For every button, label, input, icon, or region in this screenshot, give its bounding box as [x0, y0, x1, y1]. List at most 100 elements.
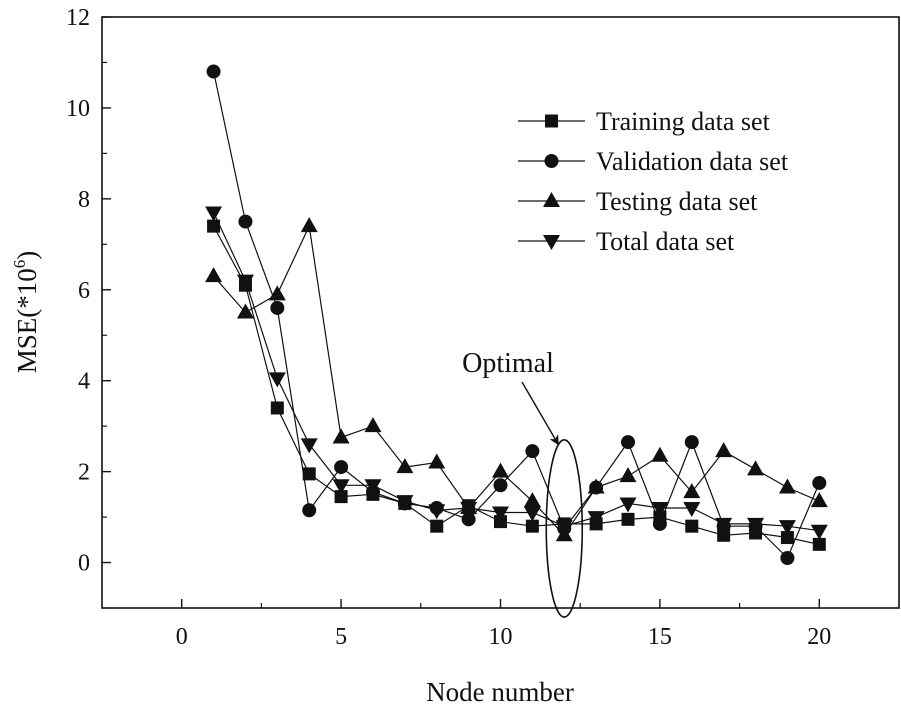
series-2-point-20 — [810, 492, 828, 508]
series-3-point-15 — [651, 501, 669, 517]
series-2-point-14 — [619, 467, 637, 483]
series-2-point-17 — [715, 442, 733, 458]
series-3-point-4 — [300, 438, 318, 454]
series-1-point-1 — [206, 64, 221, 79]
series-2-point-7 — [396, 458, 414, 474]
y-axis-title: MSE(*106) — [10, 251, 42, 374]
legend-marker-1 — [544, 154, 559, 168]
axis-ticks — [102, 16, 820, 609]
y-tick-label-4: 4 — [78, 369, 90, 395]
optimal-label: Optimal — [462, 348, 554, 379]
series-0-point-10 — [494, 515, 507, 529]
legend-marker-2 — [543, 192, 560, 207]
series-0-point-14 — [621, 512, 635, 526]
series-1-point-19 — [780, 550, 795, 565]
y-tick-label-2: 2 — [78, 460, 90, 486]
series-0-point-20 — [812, 537, 826, 551]
legend-label-2: Testing data set — [596, 187, 758, 216]
series-0-point-1 — [207, 219, 221, 233]
series-line-1 — [213, 71, 820, 560]
series-3-point-20 — [810, 524, 828, 540]
series-2 — [205, 217, 828, 542]
series-1-point-9 — [461, 512, 476, 527]
series-2-point-3 — [268, 285, 286, 301]
series-0-point-8 — [430, 519, 444, 533]
series-0-point-5 — [334, 490, 348, 504]
series-3-point-2 — [236, 274, 254, 290]
series-3-point-13 — [587, 511, 605, 527]
series-2-point-10 — [492, 462, 509, 478]
y-tick-label-8: 8 — [78, 187, 90, 213]
series-1-point-14 — [621, 435, 636, 450]
series-line-2 — [213, 224, 820, 537]
series-1-point-4 — [302, 503, 317, 518]
legend-label-0: Training data set — [596, 107, 771, 136]
x-tick-label-20: 20 — [807, 624, 831, 650]
x-axis-title: Node number — [426, 677, 574, 707]
series-0-point-11 — [525, 519, 539, 533]
series-2-point-15 — [651, 446, 669, 462]
series-3-point-19 — [778, 520, 796, 536]
optimal-annotation: Optimal — [462, 348, 584, 618]
series-3-point-9 — [460, 501, 478, 517]
series-layer — [205, 64, 828, 565]
series-1-point-3 — [270, 300, 285, 315]
series-3-point-16 — [683, 501, 701, 517]
series-3-point-6 — [364, 479, 382, 495]
series-1-point-15 — [652, 516, 667, 531]
series-3-point-17 — [715, 517, 733, 533]
legend-entry-0: Training data set — [518, 107, 771, 136]
tick-labels: 0 5 10 15 20 0 2 4 6 8 10 12 — [66, 5, 831, 650]
series-3-point-3 — [268, 372, 286, 388]
series-1-point-20 — [812, 475, 827, 490]
y-tick-label-10: 10 — [66, 96, 90, 122]
legend-entry-3: Total data set — [518, 227, 735, 256]
series-2-point-19 — [778, 478, 796, 494]
series-3-point-10 — [492, 506, 509, 522]
optimal-ellipse — [545, 438, 584, 618]
series-3-point-11 — [523, 506, 541, 522]
series-0-point-16 — [685, 519, 699, 533]
series-1 — [206, 64, 827, 565]
y-tick-label-0: 0 — [78, 551, 90, 577]
series-2-point-1 — [205, 267, 223, 283]
series-3-point-18 — [747, 517, 765, 533]
legend: Training data set Validation data set Test… — [518, 107, 789, 256]
series-2-point-5 — [332, 428, 350, 444]
series-0-point-3 — [270, 401, 284, 415]
legend-label-1: Validation data set — [596, 147, 789, 176]
y-tick-label-6: 6 — [78, 278, 90, 304]
legend-entry-2: Testing data set — [518, 187, 758, 216]
series-1-point-2 — [238, 214, 253, 229]
series-0-point-4 — [302, 467, 316, 481]
series-2-point-11 — [523, 492, 541, 508]
series-1-point-16 — [684, 435, 699, 450]
series-0 — [207, 219, 826, 551]
legend-label-3: Total data set — [596, 227, 735, 256]
y-axis-title-main: MSE(*10 — [12, 268, 42, 373]
series-2-point-6 — [364, 417, 382, 433]
x-tick-label-10: 10 — [489, 624, 513, 650]
series-3-point-5 — [332, 479, 350, 495]
series-0-point-19 — [780, 531, 794, 545]
series-3-point-12 — [555, 520, 573, 536]
series-3-point-1 — [205, 206, 223, 222]
x-tick-label-5: 5 — [335, 624, 347, 650]
series-2-point-18 — [747, 460, 765, 476]
y-tick-label-12: 12 — [66, 5, 90, 31]
series-3-point-8 — [428, 504, 446, 520]
series-3-point-14 — [619, 497, 637, 513]
series-2-point-8 — [428, 453, 446, 469]
optimal-arrow — [521, 381, 559, 446]
series-2-point-2 — [236, 303, 254, 319]
series-2-point-13 — [587, 478, 605, 494]
x-tick-label-15: 15 — [648, 624, 672, 650]
legend-entry-1: Validation data set — [518, 147, 789, 176]
legend-marker-0 — [545, 114, 558, 128]
series-1-point-5 — [334, 460, 349, 475]
series-3-point-7 — [396, 495, 414, 511]
series-2-point-16 — [683, 483, 701, 499]
y-axis-title-close: ) — [12, 251, 42, 260]
series-2-point-4 — [300, 217, 318, 233]
